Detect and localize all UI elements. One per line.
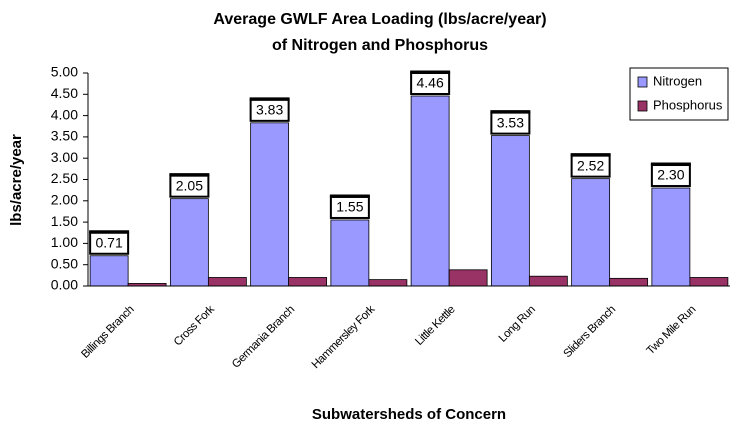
y-tick-label: 4.50 (51, 85, 78, 101)
data-label: 2.05 (176, 177, 203, 193)
y-tick-label: 2.50 (51, 170, 78, 186)
y-tick-label: 0.50 (51, 255, 78, 271)
y-tick-label: 5.00 (51, 64, 78, 80)
bar (528, 275, 568, 287)
y-tick-label: 1.50 (51, 213, 78, 229)
chart-title: Average GWLF Area Loading (lbs/acre/year… (213, 11, 546, 28)
bar (410, 95, 450, 287)
legend-label: Nitrogen (653, 73, 702, 88)
legend-swatch (637, 76, 648, 88)
y-tick-label: 3.50 (51, 128, 78, 144)
x-tick-label: Germania Branch (230, 304, 297, 371)
legend-swatch (637, 100, 648, 112)
y-tick-label: 3.00 (51, 149, 78, 165)
bar (169, 198, 209, 287)
data-label: 3.53 (497, 114, 524, 130)
data-label: 1.55 (336, 199, 363, 215)
y-tick-label: 0.00 (51, 277, 78, 293)
x-tick-label: Sliders Branch (561, 304, 617, 360)
y-tick-label: 1.00 (51, 234, 78, 250)
y-axis-title: lbs/acre/year (8, 134, 25, 226)
bar (609, 277, 649, 287)
data-label: 0.71 (96, 234, 123, 250)
bar (651, 187, 691, 287)
x-tick-label: Little Kettle (413, 304, 457, 348)
bar (250, 122, 290, 287)
bar (330, 219, 370, 287)
bar (448, 269, 488, 287)
chart-title: of Nitrogen and Phosphorus (272, 37, 488, 54)
x-tick-label: Cross Fork (172, 303, 217, 348)
bar (288, 277, 328, 287)
y-tick-label: 4.00 (51, 106, 78, 122)
x-tick-label: Billings Branch (79, 304, 136, 361)
data-label: 2.52 (577, 157, 604, 173)
x-tick-label: Long Run (497, 304, 538, 345)
bar (368, 279, 408, 287)
x-axis-title: Subwatersheds of Concern (312, 406, 506, 423)
bar (89, 255, 129, 287)
legend-label: Phosphorus (653, 97, 723, 112)
bar (689, 277, 729, 287)
data-label: 2.30 (657, 167, 684, 183)
bar (571, 178, 611, 287)
bar (490, 135, 530, 287)
data-label: 3.83 (256, 102, 283, 118)
data-label: 4.46 (417, 75, 444, 91)
x-tick-label: Two Mile Run (645, 304, 699, 358)
x-tick-label: Hammersley Fork (310, 303, 378, 371)
bar (207, 277, 247, 287)
y-tick-label: 2.00 (51, 192, 78, 208)
